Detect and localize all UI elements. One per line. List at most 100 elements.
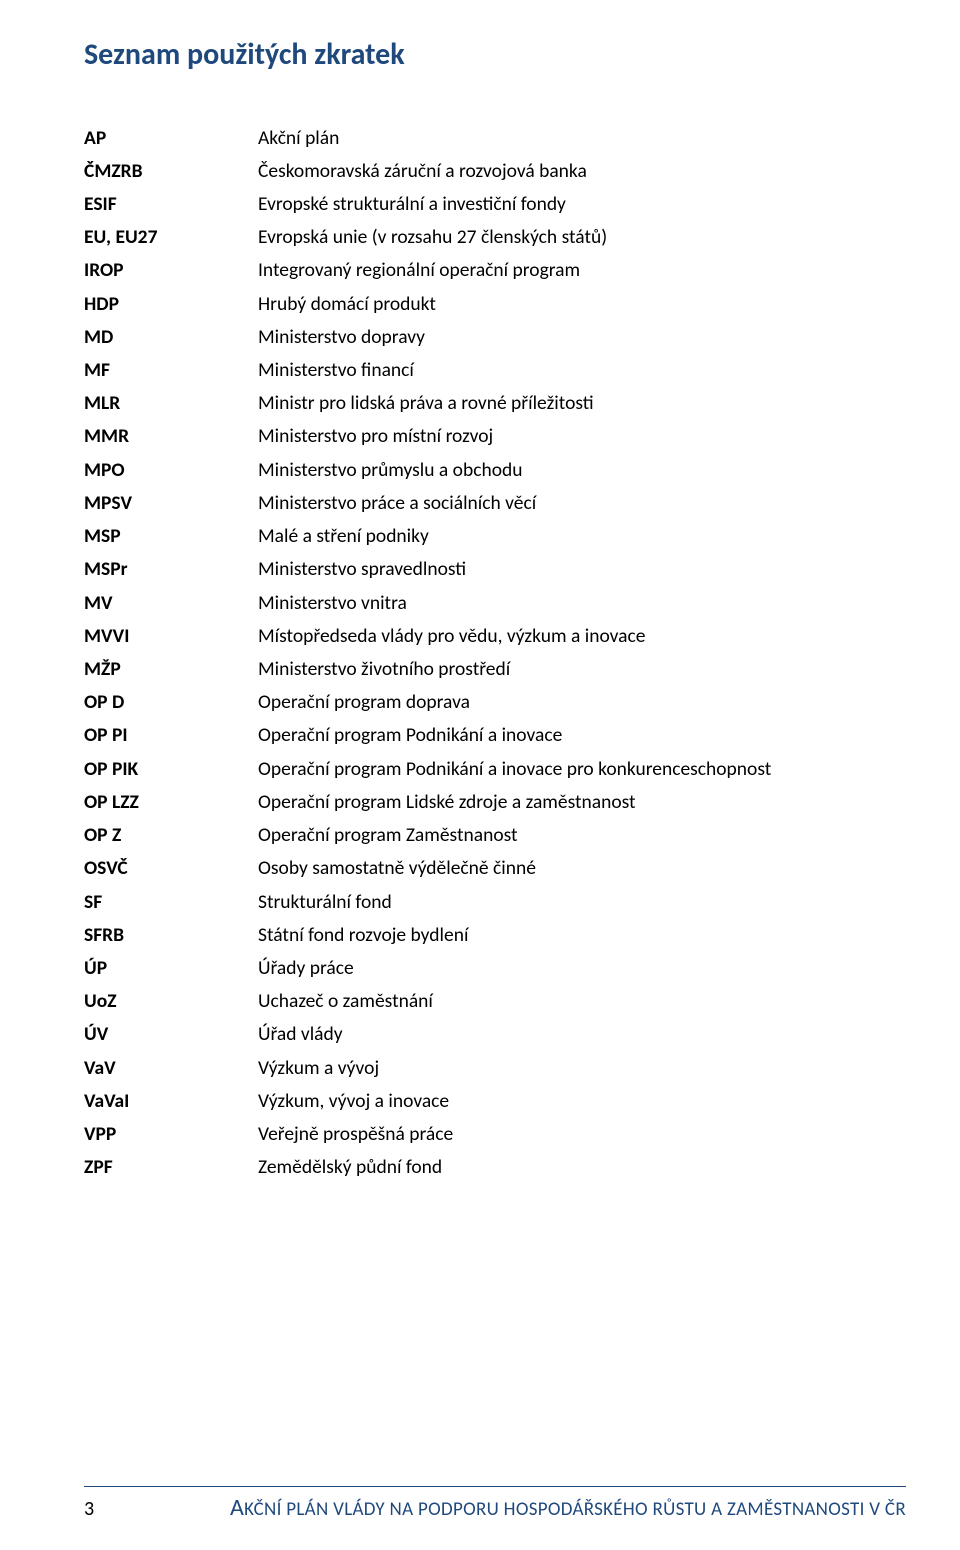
abbr-cell: VPP	[84, 1118, 258, 1151]
definition-cell: Výzkum a vývoj	[258, 1051, 876, 1084]
abbr-cell: MSP	[84, 520, 258, 553]
table-row: MPOMinisterstvo průmyslu a obchodu	[84, 453, 876, 486]
definition-cell: Ministr pro lidská práva a rovné příleži…	[258, 387, 876, 420]
abbr-cell: OP Z	[84, 819, 258, 852]
abbr-cell: ČMZRB	[84, 154, 258, 187]
table-row: MMRMinisterstvo pro místní rozvoj	[84, 420, 876, 453]
table-row: OP PIOperační program Podnikání a inovac…	[84, 719, 876, 752]
table-row: SFStrukturální fond	[84, 885, 876, 918]
abbr-cell: MF	[84, 354, 258, 387]
table-row: MŽPMinisterstvo životního prostředí	[84, 653, 876, 686]
abbr-cell: MD	[84, 320, 258, 353]
table-row: OP PIKOperační program Podnikání a inova…	[84, 752, 876, 785]
table-row: ÚVÚřad vlády	[84, 1018, 876, 1051]
definition-cell: Státní fond rozvoje bydlení	[258, 918, 876, 951]
table-row: MSPMalé a stření podniky	[84, 520, 876, 553]
abbr-cell: MLR	[84, 387, 258, 420]
definition-cell: Veřejně prospěšná práce	[258, 1118, 876, 1151]
table-row: MPSVMinisterstvo práce a sociálních věcí	[84, 486, 876, 519]
definition-cell: Ministerstvo financí	[258, 354, 876, 387]
abbr-cell: SFRB	[84, 918, 258, 951]
definition-cell: Českomoravská záruční a rozvojová banka	[258, 154, 876, 187]
definition-cell: Hrubý domácí produkt	[258, 287, 876, 320]
abbr-cell: MSPr	[84, 553, 258, 586]
table-row: ESIFEvropské strukturální a investiční f…	[84, 187, 876, 220]
abbr-cell: EU, EU27	[84, 221, 258, 254]
table-row: MDMinisterstvo dopravy	[84, 320, 876, 353]
definition-cell: Integrovaný regionální operační program	[258, 254, 876, 287]
definition-cell: Operační program Zaměstnanost	[258, 819, 876, 852]
definition-cell: Ministerstvo vnitra	[258, 586, 876, 619]
table-row: MSPrMinisterstvo spravedlnosti	[84, 553, 876, 586]
definition-cell: Ministerstvo životního prostředí	[258, 653, 876, 686]
definition-cell: Akční plán	[258, 121, 876, 154]
table-row: ZPFZemědělský půdní fond	[84, 1151, 876, 1184]
definition-cell: Úřady práce	[258, 951, 876, 984]
abbr-cell: AP	[84, 121, 258, 154]
definition-cell: Evropská unie (v rozsahu 27 členských st…	[258, 221, 876, 254]
table-row: SFRBStátní fond rozvoje bydlení	[84, 918, 876, 951]
definition-cell: Operační program Podnikání a inovace pro…	[258, 752, 876, 785]
table-row: OP ZOperační program Zaměstnanost	[84, 819, 876, 852]
abbr-cell: OP PIK	[84, 752, 258, 785]
definition-cell: Místopředseda vlády pro vědu, výzkum a i…	[258, 619, 876, 652]
abbr-cell: VaV	[84, 1051, 258, 1084]
definition-cell: Operační program Podnikání a inovace	[258, 719, 876, 752]
definition-cell: Operační program doprava	[258, 686, 876, 719]
definition-cell: Operační program Lidské zdroje a zaměstn…	[258, 785, 876, 818]
table-row: MVMinisterstvo vnitra	[84, 586, 876, 619]
table-row: OP LZZOperační program Lidské zdroje a z…	[84, 785, 876, 818]
document-page: Seznam použitých zkratek APAkční plánČMZ…	[0, 0, 960, 1550]
footer-title-rest: KČNÍ PLÁN VLÁDY NA PODPORU HOSPODÁŘSKÉHO…	[244, 1498, 906, 1521]
table-row: UoZUchazeč o zaměstnání	[84, 985, 876, 1018]
table-row: VPPVeřejně prospěšná práce	[84, 1118, 876, 1151]
abbr-cell: MPO	[84, 453, 258, 486]
table-row: ČMZRBČeskomoravská záruční a rozvojová b…	[84, 154, 876, 187]
table-row: EU, EU27Evropská unie (v rozsahu 27 člen…	[84, 221, 876, 254]
table-row: ÚPÚřady práce	[84, 951, 876, 984]
definition-cell: Úřad vlády	[258, 1018, 876, 1051]
abbr-cell: MŽP	[84, 653, 258, 686]
abbreviations-table: APAkční plánČMZRBČeskomoravská záruční a…	[84, 121, 876, 1184]
page-footer: 3 AKČNÍ PLÁN VLÁDY NA PODPORU HOSPODÁŘSK…	[84, 1486, 906, 1522]
definition-cell: Ministerstvo dopravy	[258, 320, 876, 353]
abbr-cell: IROP	[84, 254, 258, 287]
definition-cell: Zemědělský půdní fond	[258, 1151, 876, 1184]
abbr-cell: OP LZZ	[84, 785, 258, 818]
abbr-cell: HDP	[84, 287, 258, 320]
abbr-cell: MV	[84, 586, 258, 619]
abbr-cell: MMR	[84, 420, 258, 453]
table-row: OSVČOsoby samostatně výdělečně činné	[84, 852, 876, 885]
table-row: VaVaIVýzkum, vývoj a inovace	[84, 1084, 876, 1117]
abbr-cell: VaVaI	[84, 1084, 258, 1117]
definition-cell: Evropské strukturální a investiční fondy	[258, 187, 876, 220]
abbr-cell: ÚV	[84, 1018, 258, 1051]
abbr-cell: MPSV	[84, 486, 258, 519]
definition-cell: Ministerstvo spravedlnosti	[258, 553, 876, 586]
abbr-cell: ÚP	[84, 951, 258, 984]
abbr-cell: ESIF	[84, 187, 258, 220]
definition-cell: Ministerstvo průmyslu a obchodu	[258, 453, 876, 486]
definition-cell: Ministerstvo pro místní rozvoj	[258, 420, 876, 453]
abbr-cell: MVVI	[84, 619, 258, 652]
page-number: 3	[84, 1497, 94, 1521]
page-title: Seznam použitých zkratek	[84, 36, 876, 73]
definition-cell: Výzkum, vývoj a inovace	[258, 1084, 876, 1117]
abbr-cell: OP PI	[84, 719, 258, 752]
footer-title-first-char: A	[230, 1493, 244, 1522]
table-row: MLRMinistr pro lidská práva a rovné příl…	[84, 387, 876, 420]
table-row: IROPIntegrovaný regionální operační prog…	[84, 254, 876, 287]
abbr-cell: ZPF	[84, 1151, 258, 1184]
table-row: APAkční plán	[84, 121, 876, 154]
table-row: OP DOperační program doprava	[84, 686, 876, 719]
table-row: HDPHrubý domácí produkt	[84, 287, 876, 320]
table-row: MFMinisterstvo financí	[84, 354, 876, 387]
abbreviations-tbody: APAkční plánČMZRBČeskomoravská záruční a…	[84, 121, 876, 1184]
abbr-cell: SF	[84, 885, 258, 918]
table-row: MVVIMístopředseda vlády pro vědu, výzkum…	[84, 619, 876, 652]
abbr-cell: OSVČ	[84, 852, 258, 885]
definition-cell: Malé a stření podniky	[258, 520, 876, 553]
definition-cell: Uchazeč o zaměstnání	[258, 985, 876, 1018]
definition-cell: Osoby samostatně výdělečně činné	[258, 852, 876, 885]
definition-cell: Ministerstvo práce a sociálních věcí	[258, 486, 876, 519]
